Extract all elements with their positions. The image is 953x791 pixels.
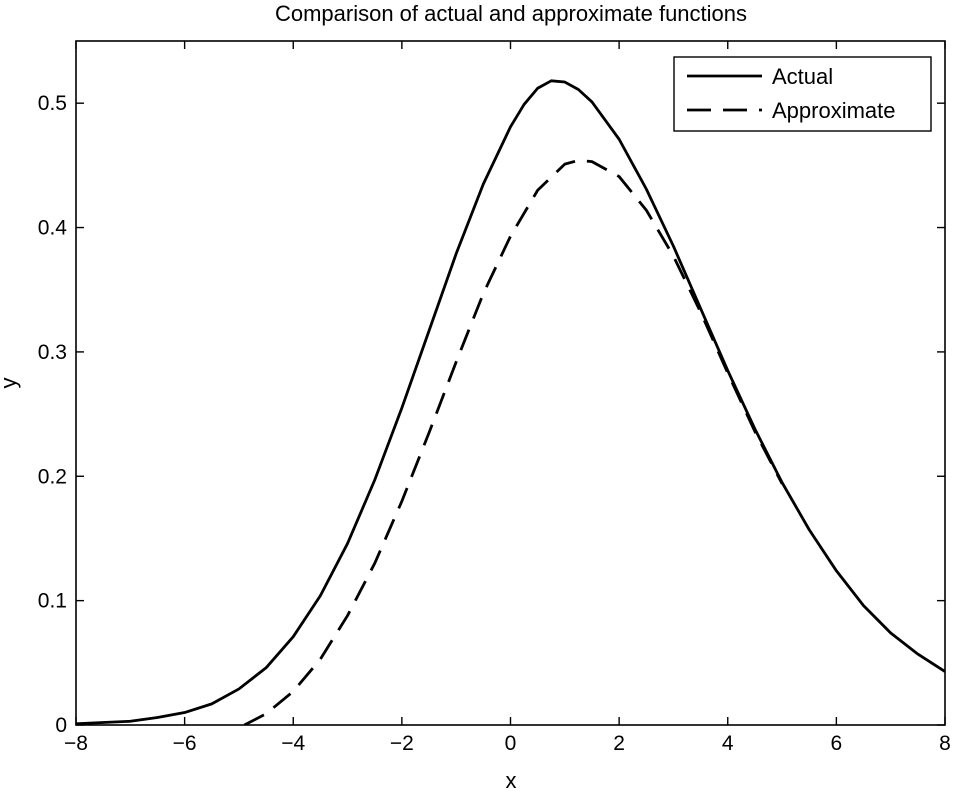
x-axis-title: x (506, 768, 517, 791)
plot-frame (75, 40, 946, 726)
legend: Actual Approximate (673, 56, 932, 132)
x-tick-label: 6 (831, 732, 843, 755)
y-tick-label: 0.3 (38, 341, 67, 364)
chart-title: Comparison of actual and approximate fun… (275, 1, 747, 26)
plot-area (76, 79, 945, 725)
y-tick-label: 0.1 (38, 590, 67, 613)
axis-ticks: −8 −6 −4 −2 0 2 4 6 8 0 0.1 0.2 0.3 0.4 0.5 (38, 41, 951, 755)
y-axis-title: y (0, 378, 21, 389)
y-tick-label: 0.2 (38, 465, 67, 488)
legend-label: Actual (772, 64, 833, 89)
x-tick-label: −8 (64, 732, 88, 755)
x-tick-label: −6 (173, 732, 197, 755)
y-tick-label: 0 (55, 714, 67, 737)
legend-label: Approximate (772, 98, 896, 123)
x-tick-label: −4 (281, 732, 305, 755)
x-tick-label: 0 (505, 732, 517, 755)
y-tick-label: 0.4 (38, 217, 68, 240)
series-line-actual (76, 79, 945, 725)
series-line-approximate (243, 158, 784, 725)
legend-box (673, 56, 932, 132)
x-tick-label: −2 (390, 732, 414, 755)
x-tick-label: 8 (939, 732, 951, 755)
x-tick-label: 4 (722, 732, 734, 755)
x-tick-label: 2 (613, 732, 625, 755)
y-tick-label: 0.5 (38, 92, 67, 115)
